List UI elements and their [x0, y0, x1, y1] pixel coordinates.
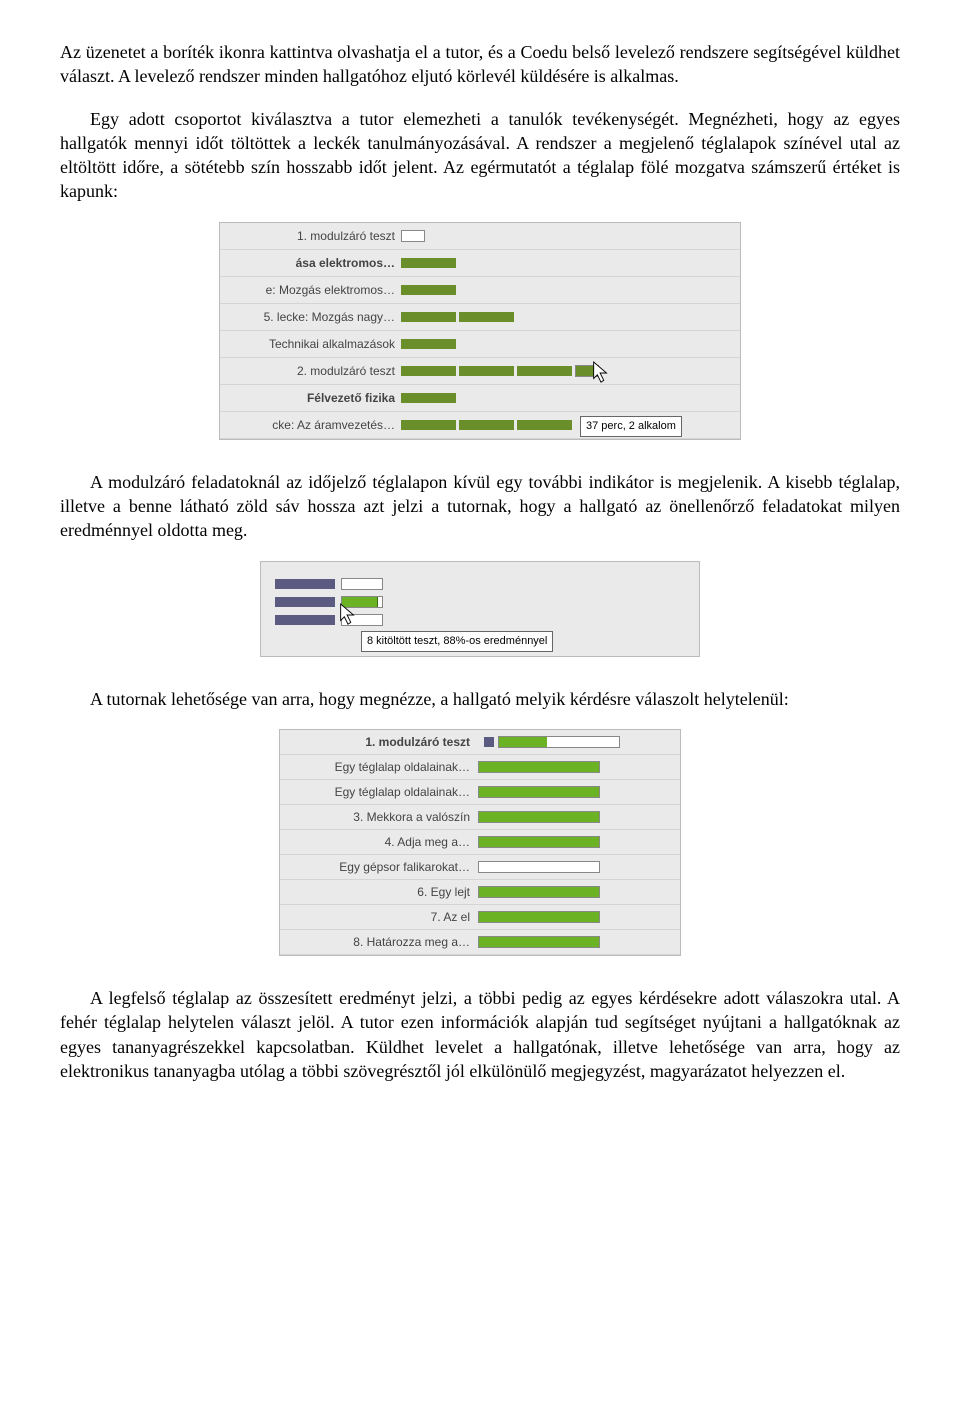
question-row[interactable]: 6. Egy lejt: [280, 880, 680, 905]
question-label: 1. modulzáró teszt: [280, 734, 478, 750]
question-label: 3. Mekkora a valószín: [280, 809, 478, 825]
color-swatch: [484, 737, 494, 747]
lesson-activity-panel: 1. modulzáró teszt ása elektromos… e: Mozg…: [219, 222, 741, 440]
time-bar[interactable]: [401, 393, 456, 403]
progress-panel: 8 kitöltött teszt, 88%-os eredménnyel: [260, 561, 700, 657]
lesson-row: cke: Az áramvezetés…: [220, 412, 740, 439]
score-tooltip: 8 kitöltött teszt, 88%-os eredménnyel: [361, 631, 553, 652]
lesson-row: ása elektromos…: [220, 250, 740, 277]
question-row[interactable]: Egy téglalap oldalainak…: [280, 780, 680, 805]
time-bar[interactable]: [459, 312, 514, 322]
question-label: 8. Határozza meg a…: [280, 934, 478, 950]
time-bar[interactable]: [275, 597, 335, 607]
score-indicator[interactable]: [341, 614, 383, 626]
lesson-label: Technikai alkalmazások: [220, 336, 401, 352]
doc-paragraph: Az üzenetet a boríték ikonra kattintva o…: [60, 40, 900, 89]
score-indicator[interactable]: [341, 578, 383, 590]
question-label: Egy gépsor falikarokat…: [280, 859, 478, 875]
lesson-row: 2. modulzáró teszt: [220, 358, 740, 385]
result-indicator[interactable]: [401, 230, 425, 242]
time-bar[interactable]: [275, 579, 335, 589]
lesson-label: 1. modulzáró teszt: [220, 228, 401, 244]
question-row[interactable]: 7. Az el: [280, 905, 680, 930]
result-indicator[interactable]: [575, 365, 599, 377]
time-bar[interactable]: [517, 366, 572, 376]
lesson-label: ása elektromos…: [220, 255, 401, 271]
doc-paragraph: Egy adott csoportot kiválasztva a tutor …: [60, 107, 900, 204]
lesson-label: cke: Az áramvezetés…: [220, 417, 401, 433]
question-summary-row[interactable]: 1. modulzáró teszt: [280, 730, 680, 755]
question-label: Egy téglalap oldalainak…: [280, 784, 478, 800]
time-bar[interactable]: [517, 420, 572, 430]
question-label: Egy téglalap oldalainak…: [280, 759, 478, 775]
answer-indicator: [478, 761, 600, 773]
progress-row: [275, 578, 685, 590]
time-bar[interactable]: [459, 420, 514, 430]
time-bar[interactable]: [401, 285, 456, 295]
lesson-row: 1. modulzáró teszt: [220, 223, 740, 250]
time-bar[interactable]: [401, 258, 456, 268]
doc-paragraph: A legfelső téglalap az összesített eredm…: [60, 986, 900, 1083]
answer-indicator: [478, 936, 600, 948]
time-bar[interactable]: [401, 420, 456, 430]
progress-row: [275, 596, 685, 608]
lesson-row: e: Mozgás elektromos…: [220, 277, 740, 304]
progress-row: [275, 614, 685, 626]
answer-indicator: [478, 786, 600, 798]
question-results-panel: 1. modulzáró teszt Egy téglalap oldalaina…: [279, 729, 681, 956]
question-label: 6. Egy lejt: [280, 884, 478, 900]
time-bar[interactable]: [401, 312, 456, 322]
lesson-label: 5. lecke: Mozgás nagy…: [220, 309, 401, 325]
lesson-row: 5. lecke: Mozgás nagy…: [220, 304, 740, 331]
answer-indicator: [498, 736, 620, 748]
question-row[interactable]: Egy téglalap oldalainak…: [280, 755, 680, 780]
question-row[interactable]: Egy gépsor falikarokat…: [280, 855, 680, 880]
time-bar[interactable]: [401, 366, 456, 376]
score-indicator[interactable]: [341, 596, 383, 608]
answer-indicator: [478, 836, 600, 848]
doc-paragraph: A tutornak lehetősége van arra, hogy meg…: [60, 687, 900, 711]
lesson-row: Technikai alkalmazások: [220, 331, 740, 358]
doc-paragraph: A modulzáró feladatoknál az időjelző tég…: [60, 470, 900, 543]
time-bar[interactable]: [401, 339, 456, 349]
lesson-label: Félvezető fizika: [220, 390, 401, 406]
answer-indicator: [478, 811, 600, 823]
question-label: 4. Adja meg a…: [280, 834, 478, 850]
time-bar[interactable]: [275, 615, 335, 625]
lesson-label: 2. modulzáró teszt: [220, 363, 401, 379]
lesson-row: Félvezető fizika37 perc, 2 alkalom: [220, 385, 740, 412]
time-bar[interactable]: [459, 366, 514, 376]
question-label: 7. Az el: [280, 909, 478, 925]
answer-indicator: [478, 911, 600, 923]
answer-indicator: [478, 886, 600, 898]
question-row[interactable]: 8. Határozza meg a…: [280, 930, 680, 955]
answer-indicator: [478, 861, 600, 873]
lesson-label: e: Mozgás elektromos…: [220, 282, 401, 298]
question-row[interactable]: 4. Adja meg a…: [280, 830, 680, 855]
question-row[interactable]: 3. Mekkora a valószín: [280, 805, 680, 830]
